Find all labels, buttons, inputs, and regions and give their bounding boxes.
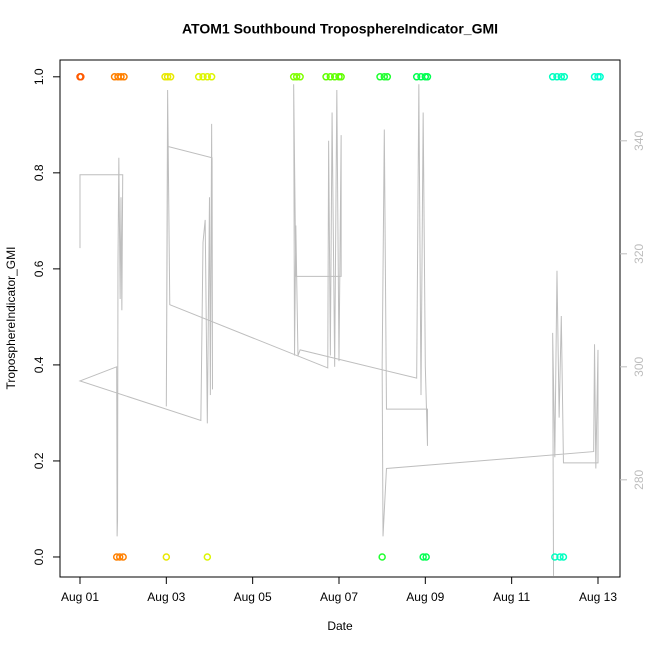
data-point [115, 553, 124, 561]
data-point [162, 553, 171, 561]
data-point [203, 553, 212, 561]
data-point [322, 73, 330, 81]
data-point [163, 73, 172, 81]
data-point [419, 553, 427, 561]
y2-tick-label: 300 [632, 356, 646, 376]
data-point [117, 73, 125, 81]
y-tick-label: 0.2 [32, 452, 46, 469]
data-point [423, 73, 432, 81]
data-point [378, 553, 386, 561]
x-tick-label: Aug 09 [406, 590, 444, 604]
data-point [296, 73, 304, 81]
x-axis-label: Date [327, 619, 353, 633]
y2-tick-label: 340 [632, 130, 646, 150]
data-point [553, 73, 561, 81]
data-point [292, 73, 301, 81]
data-point [380, 73, 389, 81]
data-point [383, 73, 392, 81]
y-tick-label: 0.0 [32, 548, 46, 565]
data-point [551, 553, 559, 561]
x-tick-label: Aug 13 [579, 590, 617, 604]
data-point [596, 73, 604, 81]
data-point [422, 553, 430, 561]
data-point [194, 73, 203, 81]
y-tick-label: 0.8 [32, 164, 46, 181]
x-tick-label: Aug 01 [61, 590, 99, 604]
x-tick-label: Aug 05 [234, 590, 272, 604]
data-point [559, 553, 568, 561]
data-point [412, 73, 421, 81]
x-tick-label: Aug 07 [320, 590, 358, 604]
data-point [557, 73, 566, 81]
y-tick-label: 0.6 [32, 260, 46, 277]
x-tick-label: Aug 11 [493, 590, 530, 604]
y2-tick-label: 280 [632, 469, 646, 489]
chart-title: ATOM1 Southbound TroposphereIndicator_GM… [182, 21, 498, 37]
plot-frame [59, 59, 621, 578]
y-axis-label: TroposphereIndicator_GMI [4, 247, 18, 390]
data-point [560, 73, 569, 81]
y2-tick-label: 320 [632, 243, 646, 263]
data-point [326, 73, 335, 81]
y-tick-label: 1.0 [32, 68, 46, 85]
data-point [207, 73, 216, 81]
data-point [199, 73, 207, 81]
data-point [77, 73, 85, 81]
data-point [337, 73, 345, 81]
data-point [119, 553, 127, 561]
data-point [376, 73, 384, 81]
data-point [556, 553, 564, 561]
x-tick-label: Aug 03 [147, 590, 185, 604]
y-tick-label: 0.4 [32, 356, 46, 373]
data-point [166, 73, 175, 81]
data-point [120, 73, 128, 81]
data-point [548, 73, 557, 81]
data-point [203, 73, 212, 81]
data-line [78, 84, 599, 576]
